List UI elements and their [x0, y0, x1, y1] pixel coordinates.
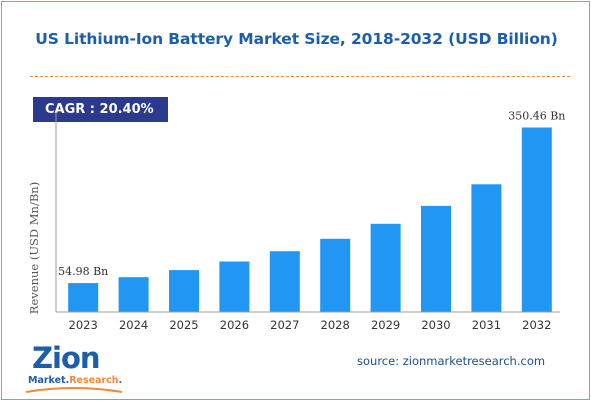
source-text: source: zionmarketresearch.com	[357, 354, 546, 368]
x-tick-label: 2025	[169, 318, 198, 332]
bar-2025	[169, 270, 199, 312]
dashed-divider	[30, 76, 570, 77]
logo-sub-research: Research	[69, 375, 119, 386]
data-label-2032: 350.46 Bn	[508, 110, 565, 123]
tick-labels-layer: 2023 2024 2025 2026 2027 2028 2029 2030 2031 2032	[69, 318, 552, 332]
logo-wordmark: Zion	[32, 341, 101, 375]
data-labels-layer: 54.98 Bn 350.46 Bn	[58, 110, 565, 279]
bar-2024	[118, 277, 149, 312]
bar-2023	[68, 283, 99, 312]
x-tick-label: 2032	[522, 318, 551, 332]
x-tick-label: 2024	[119, 318, 148, 332]
bar-2030	[421, 205, 451, 312]
x-tick-label: 2028	[321, 318, 350, 332]
bar-2029	[370, 223, 401, 312]
x-tick-label: 2027	[270, 318, 299, 332]
zion-logo: Zion Market.Research.	[24, 342, 134, 397]
x-tick-label: 2030	[421, 318, 450, 332]
bars-layer	[68, 127, 552, 312]
bar-2028	[320, 238, 351, 312]
chart-title: US Lithium-Ion Battery Market Size, 2018…	[35, 30, 558, 48]
bar-2027	[269, 251, 300, 312]
bar-2026	[219, 261, 250, 312]
bar-2032	[521, 127, 552, 312]
cagr-badge: CAGR : 20.40%	[33, 97, 168, 122]
x-tick-label: 2031	[472, 318, 501, 332]
logo-sub-market: Market.	[28, 375, 70, 386]
x-tick-label: 2026	[220, 318, 249, 332]
logo-subtitle: Market.Research.	[28, 375, 122, 387]
x-tick-label: 2023	[69, 318, 98, 332]
logo-sub-dot: .	[118, 375, 123, 386]
data-label-2023: 54.98 Bn	[58, 265, 108, 278]
bar-2031	[471, 184, 502, 312]
x-tick-label: 2029	[371, 318, 400, 332]
logo-swoosh-icon	[25, 387, 123, 393]
